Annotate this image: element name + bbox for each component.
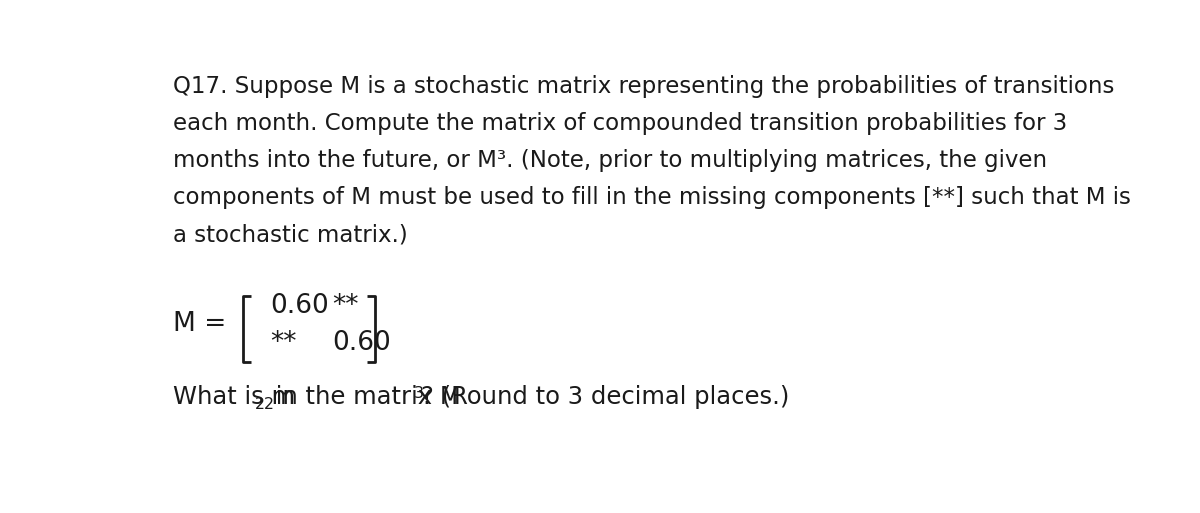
- Text: in the matrix M: in the matrix M: [268, 385, 461, 409]
- Text: What is m: What is m: [173, 385, 295, 409]
- Text: a stochastic matrix.): a stochastic matrix.): [173, 223, 408, 246]
- Text: M =: M =: [173, 311, 227, 337]
- Text: each month. Compute the matrix of compounded transition probabilities for 3: each month. Compute the matrix of compou…: [173, 112, 1068, 135]
- Text: 0.60: 0.60: [332, 330, 391, 356]
- Text: 0.60: 0.60: [270, 293, 329, 320]
- Text: **: **: [270, 330, 296, 356]
- Text: months into the future, or M³. (Note, prior to multiplying matrices, the given: months into the future, or M³. (Note, pr…: [173, 149, 1048, 172]
- Text: ? (Round to 3 decimal places.): ? (Round to 3 decimal places.): [421, 385, 790, 409]
- Text: **: **: [332, 293, 359, 320]
- Text: components of M must be used to fill in the missing components [**] such that M : components of M must be used to fill in …: [173, 186, 1132, 209]
- Text: 22: 22: [256, 397, 275, 412]
- Text: 3: 3: [414, 386, 424, 401]
- Text: Q17. Suppose M is a stochastic matrix representing the probabilities of transiti: Q17. Suppose M is a stochastic matrix re…: [173, 75, 1115, 98]
